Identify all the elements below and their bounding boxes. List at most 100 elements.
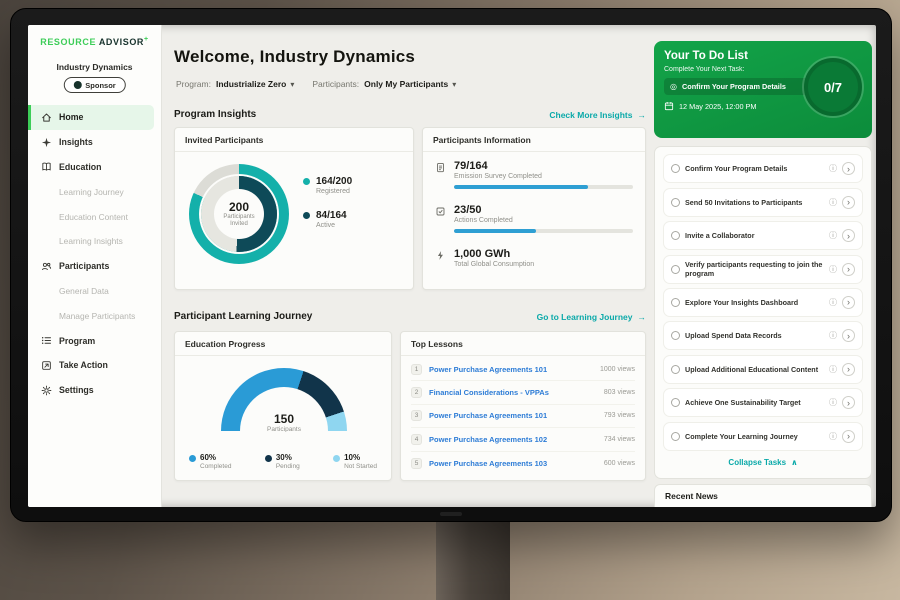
monitor-stand	[436, 516, 510, 600]
checkbox-circle[interactable]	[671, 331, 680, 340]
checkbox-circle[interactable]	[671, 432, 680, 441]
program-filter-group: Program: Industrialize Zero ▾	[176, 79, 294, 89]
go-to-learning-journey-link[interactable]: Go to Learning Journey →	[537, 312, 646, 322]
chevron-right-icon[interactable]: ›	[842, 430, 855, 443]
lesson-link[interactable]: Power Purchase Agreements 103	[429, 459, 547, 468]
lesson-link[interactable]: Power Purchase Agreements 101	[429, 411, 547, 420]
sidebar-item-learning-insights[interactable]: Learning Insights	[28, 229, 161, 254]
bezel-logo	[440, 512, 462, 516]
lesson-row[interactable]: 3 Power Purchase Agreements 101 793 view…	[411, 405, 635, 428]
progress-bar	[454, 229, 633, 233]
todo-item-label: Send 50 Invitations to Participants	[685, 198, 824, 207]
lesson-link[interactable]: Financial Considerations - VPPAs	[429, 388, 549, 397]
insights-icon	[41, 137, 52, 148]
chevron-right-icon[interactable]: ›	[842, 196, 855, 209]
todo-item-upload-spend-data[interactable]: Upload Spend Data Records ⓘ ›	[663, 321, 863, 350]
stat-label: Emission Survey Completed	[454, 173, 633, 180]
info-icon[interactable]: ⓘ	[829, 197, 837, 208]
chevron-right-icon[interactable]: ›	[842, 162, 855, 175]
lesson-row[interactable]: 1 Power Purchase Agreements 101 1000 vie…	[411, 358, 635, 381]
donut-center: 200 Participants Invited	[214, 189, 264, 239]
participants-filter-dropdown[interactable]: Only My Participants ▾	[364, 79, 456, 89]
lesson-views: 734 views	[604, 436, 635, 443]
sidebar-item-general-data[interactable]: General Data	[28, 279, 161, 304]
sidebar-item-take-action[interactable]: Take Action	[28, 353, 161, 378]
checkbox-circle[interactable]	[671, 164, 680, 173]
invited-total: 200	[229, 200, 249, 214]
recent-news-card: Recent News	[654, 484, 872, 507]
collapse-label: Collapse Tasks	[728, 458, 786, 467]
sidebar-item-education[interactable]: Education	[28, 155, 161, 180]
check-more-insights-link[interactable]: Check More Insights →	[549, 110, 646, 120]
lesson-rank: 2	[411, 387, 422, 398]
card-title: Education Progress	[175, 332, 391, 356]
chevron-right-icon[interactable]: ›	[842, 296, 855, 309]
info-icon[interactable]: ⓘ	[829, 330, 837, 341]
sidebar-item-insights[interactable]: Insights	[28, 130, 161, 155]
invited-participants-card: Invited Participants 200 Participants In…	[174, 127, 414, 290]
chevron-right-icon[interactable]: ›	[842, 363, 855, 376]
chevron-down-icon: ▾	[290, 80, 294, 89]
info-icon[interactable]: ⓘ	[829, 297, 837, 308]
lesson-link[interactable]: Power Purchase Agreements 101	[429, 365, 547, 374]
todo-item-achieve-target[interactable]: Achieve One Sustainability Target ⓘ ›	[663, 388, 863, 417]
info-icon[interactable]: ⓘ	[829, 230, 837, 241]
lesson-rank: 5	[411, 458, 422, 469]
info-icon[interactable]: ⓘ	[829, 364, 837, 375]
checkbox-circle[interactable]	[671, 231, 680, 240]
chevron-up-icon: ∧	[791, 458, 798, 467]
checkbox-circle[interactable]	[671, 298, 680, 307]
sidebar-item-settings[interactable]: Settings	[28, 378, 161, 403]
checkbox-circle[interactable]	[671, 398, 680, 407]
collapse-tasks-link[interactable]: Collapse Tasks ∧	[663, 453, 863, 473]
lesson-row[interactable]: 4 Power Purchase Agreements 102 734 view…	[411, 428, 635, 451]
next-task-pill[interactable]: ◎ Confirm Your Program Details	[664, 78, 812, 95]
todo-item-invite-collaborator[interactable]: Invite a Collaborator ⓘ ›	[663, 221, 863, 250]
target-icon: ◎	[670, 82, 677, 91]
todo-item-explore-insights[interactable]: Explore Your Insights Dashboard ⓘ ›	[663, 288, 863, 317]
sidebar-item-home[interactable]: Home	[28, 105, 154, 130]
todo-item-label: Explore Your Insights Dashboard	[685, 298, 824, 307]
sidebar-nav: Home Insights Education Learning Journey…	[28, 105, 161, 403]
chevron-right-icon[interactable]: ›	[842, 396, 855, 409]
sidebar-item-label: Learning Journey	[59, 187, 124, 197]
info-icon[interactable]: ⓘ	[829, 397, 837, 408]
checkbox-circle[interactable]	[671, 365, 680, 374]
app-window: RESOURCE ADVISOR+ Industry Dynamics Spon…	[28, 25, 876, 507]
sidebar-item-label: Education	[59, 162, 102, 172]
info-icon[interactable]: ⓘ	[829, 264, 837, 275]
chevron-right-icon[interactable]: ›	[842, 229, 855, 242]
chevron-right-icon[interactable]: ›	[842, 263, 855, 276]
lesson-views: 793 views	[604, 412, 635, 419]
todo-item-label: Confirm Your Program Details	[685, 164, 824, 173]
participants-filter-value: Only My Participants	[364, 79, 448, 89]
info-icon[interactable]: ⓘ	[829, 431, 837, 442]
sidebar-item-education-content[interactable]: Education Content	[28, 204, 161, 229]
checkbox-circle[interactable]	[671, 265, 680, 274]
todo-item-upload-educational-content[interactable]: Upload Additional Educational Content ⓘ …	[663, 355, 863, 384]
lesson-row[interactable]: 5 Power Purchase Agreements 103 600 view…	[411, 452, 635, 475]
arrow-right-icon: →	[638, 110, 647, 120]
todo-item-send-invitations[interactable]: Send 50 Invitations to Participants ⓘ ›	[663, 188, 863, 217]
lesson-link[interactable]: Power Purchase Agreements 102	[429, 435, 547, 444]
registered-value: 164/200	[316, 176, 352, 187]
todo-item-confirm-program[interactable]: Confirm Your Program Details ⓘ ›	[663, 154, 863, 183]
stat-value: 1,000 GWh	[454, 248, 633, 260]
lesson-row[interactable]: 2 Financial Considerations - VPPAs 803 v…	[411, 381, 635, 404]
sidebar-item-participants[interactable]: Participants	[28, 254, 161, 279]
sidebar-item-label: Manage Participants	[59, 311, 135, 321]
todo-item-complete-learning-journey[interactable]: Complete Your Learning Journey ⓘ ›	[663, 422, 863, 451]
program-filter-dropdown[interactable]: Industrialize Zero ▾	[216, 79, 294, 89]
energy-icon	[435, 250, 446, 261]
chevron-right-icon[interactable]: ›	[842, 329, 855, 342]
sidebar-item-label: Settings	[59, 385, 94, 395]
todo-item-verify-participants[interactable]: Verify participants requesting to join t…	[663, 255, 863, 284]
todo-item-label: Verify participants requesting to join t…	[685, 260, 824, 278]
todo-summary-card: Your To Do List Complete Your Next Task:…	[654, 41, 872, 138]
sidebar-item-learning-journey[interactable]: Learning Journey	[28, 179, 161, 204]
chevron-down-icon: ▾	[452, 80, 456, 89]
checkbox-circle[interactable]	[671, 198, 680, 207]
sidebar-item-manage-participants[interactable]: Manage Participants	[28, 303, 161, 328]
sidebar-item-program[interactable]: Program	[28, 328, 161, 353]
info-icon[interactable]: ⓘ	[829, 163, 837, 174]
